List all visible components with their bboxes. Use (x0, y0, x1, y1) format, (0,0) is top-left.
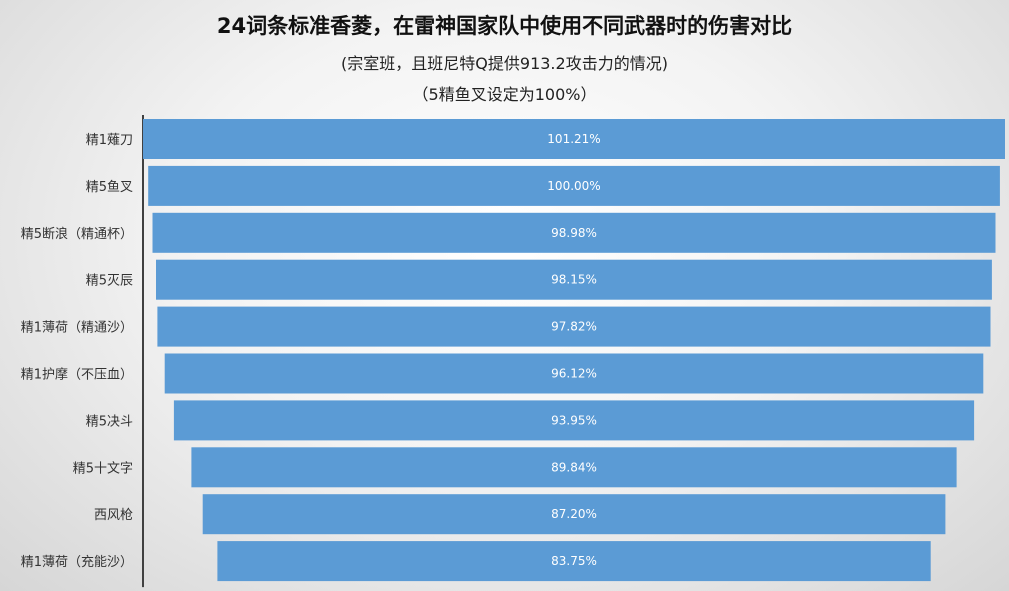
bar-7 (191, 447, 957, 488)
bar-4 (157, 306, 991, 347)
bar-9 (217, 541, 931, 582)
category-label-5: 精1护摩（不压血） (21, 367, 133, 383)
bar-3 (156, 259, 992, 300)
bar-5 (164, 353, 984, 394)
category-label-8: 西风枪 (94, 507, 133, 523)
category-label-4: 精1薄荷（精通沙） (21, 321, 133, 336)
bar-value-label-9: 83.75% (551, 554, 597, 568)
bar-value-label-2: 98.98% (551, 226, 597, 240)
chart-subtitle: (宗室班，且班尼特Q提供913.2攻击力的情况) (341, 54, 668, 73)
bar-value-label-4: 97.82% (551, 320, 597, 334)
bar-value-label-3: 98.15% (551, 273, 597, 287)
category-label-3: 精5灭辰 (86, 274, 133, 289)
bar-value-label-5: 96.12% (551, 367, 597, 381)
category-label-6: 精5决斗 (86, 414, 133, 429)
category-label-2: 精5断浪（精通杯） (21, 227, 133, 242)
bar-value-label-0: 101.21% (547, 132, 600, 146)
category-label-0: 精1薙刀 (86, 133, 133, 148)
bar-value-label-6: 93.95% (551, 413, 597, 427)
bar-8 (202, 494, 946, 535)
bar-value-label-7: 89.84% (551, 460, 597, 474)
bar-6 (173, 400, 975, 441)
bar-value-label-1: 100.00% (547, 179, 600, 193)
chart-subtitle-note: （5精鱼叉设定为100%） (412, 85, 597, 104)
chart-title: 24词条标准香菱，在雷神国家队中使用不同武器时的伤害对比 (216, 14, 793, 38)
category-label-9: 精1薄荷（充能沙） (21, 554, 133, 570)
category-label-1: 精5鱼叉 (86, 179, 133, 195)
bar-1 (148, 165, 1000, 206)
bar-0 (143, 119, 1005, 159)
category-label-7: 精5十文字 (73, 461, 133, 476)
bar-2 (152, 212, 996, 253)
bar-value-label-8: 87.20% (551, 507, 597, 521)
